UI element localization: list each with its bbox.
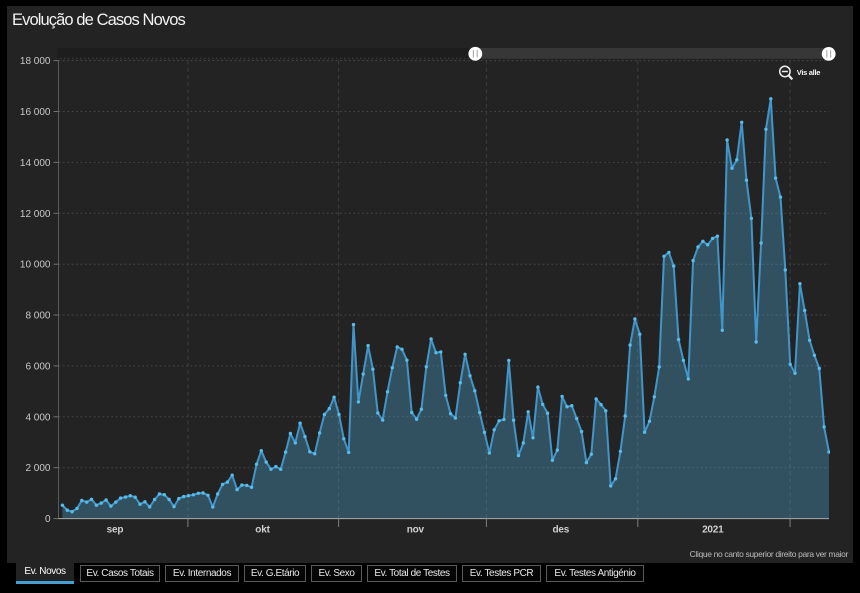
svg-text:8 000: 8 000	[25, 311, 50, 322]
svg-text:6 000: 6 000	[25, 361, 50, 372]
svg-text:16 000: 16 000	[20, 107, 51, 118]
svg-text:10 000: 10 000	[20, 260, 51, 271]
svg-text:Vis alle: Vis alle	[797, 68, 820, 77]
svg-text:12 000: 12 000	[20, 209, 51, 220]
svg-text:okt: okt	[255, 525, 270, 536]
svg-text:2 000: 2 000	[25, 463, 50, 474]
svg-text:0: 0	[45, 514, 51, 525]
svg-text:des: des	[552, 525, 569, 536]
svg-text:nov: nov	[407, 525, 425, 536]
svg-text:4 000: 4 000	[25, 412, 50, 423]
svg-text:sep: sep	[107, 525, 124, 536]
svg-text:2021: 2021	[702, 525, 724, 536]
svg-text:14 000: 14 000	[20, 158, 51, 169]
svg-text:18 000: 18 000	[20, 56, 51, 67]
